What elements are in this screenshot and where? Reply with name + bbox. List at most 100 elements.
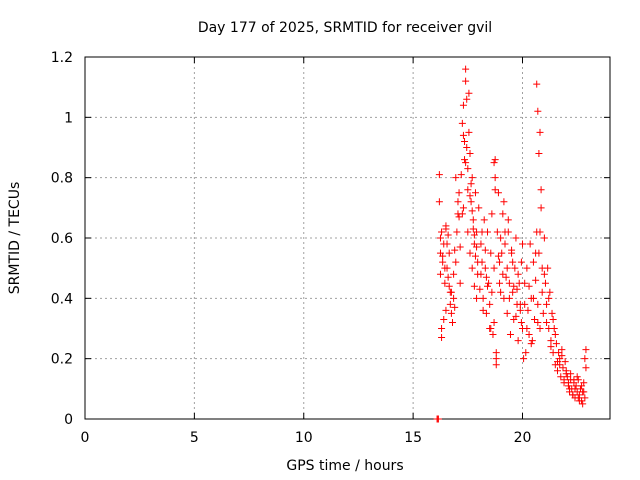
data-point [564,379,572,387]
data-point [563,373,571,381]
x-tick-label: 5 [190,430,199,446]
data-point [562,367,570,375]
data-point [534,300,542,308]
data-point [485,279,493,287]
data-point [439,252,447,260]
data-point [490,318,498,326]
data-point [442,225,450,233]
data-point [461,137,469,145]
data-point [450,294,458,302]
data-point [440,315,448,323]
data-point [465,89,473,97]
data-point [510,282,518,290]
data-point [493,228,501,236]
data-point [459,204,467,212]
data-point [491,156,499,164]
data-point [458,210,466,218]
y-tick-label: 0 [64,412,73,428]
data-point [546,288,554,296]
data-point [529,258,537,266]
data-point [494,189,502,197]
grid-lines [85,57,610,419]
data-point [520,355,528,363]
data-point [451,303,459,311]
data-point [481,264,489,272]
data-point [492,355,500,363]
data-point [454,198,462,206]
data-point [458,119,466,127]
data-point [556,361,564,369]
data-point [540,234,548,242]
data-point [486,300,494,308]
data-point [517,258,525,266]
data-point [539,309,547,317]
data-point [464,165,472,173]
data-point [449,318,456,326]
data-point [579,400,587,408]
data-point [471,189,479,197]
data-point [497,288,505,296]
data-point [492,349,500,357]
data-point [503,264,511,272]
data-point [461,156,469,164]
data-point [558,346,566,354]
y-tick-label: 0.6 [51,231,73,247]
data-point [441,264,449,272]
data-point [467,198,475,206]
data-point [470,231,478,239]
data-point [498,249,506,257]
data-point [524,306,532,314]
data-point [536,228,544,236]
data-point [480,216,488,224]
data-point [573,373,581,381]
data-point [469,216,477,224]
data-point [476,285,484,293]
data-point [446,300,454,308]
data-point [523,325,531,332]
data-point [511,264,519,272]
data-point [479,306,487,314]
data-point [527,340,535,348]
data-point [490,159,498,167]
data-point [459,131,467,139]
chart-title: Day 177 of 2025, SRMTID for receiver gvi… [198,20,492,36]
data-point [557,373,565,381]
data-point [532,276,540,284]
data-point [547,343,555,351]
data-point [502,273,510,281]
data-point [444,273,452,281]
data-point [525,282,533,290]
data-point [532,249,540,257]
data-point [471,252,479,260]
data-point [570,376,578,384]
data-point [499,270,507,278]
data-point [447,309,455,317]
x-tick-label: 10 [295,430,313,446]
data-point [543,300,551,308]
data-point [453,228,461,236]
data-point [514,337,522,345]
data-point [499,210,507,218]
data-point [444,231,452,239]
data-point [517,318,525,326]
data-point [566,385,574,393]
data-point [456,279,464,287]
data-point [489,331,497,339]
data-point [582,346,590,354]
data-point [455,189,463,197]
data-point [508,246,516,254]
data-point [538,288,546,296]
data-point [459,101,467,109]
data-point [435,171,443,179]
data-point [497,234,505,242]
data-point [536,325,544,332]
data-point [465,128,473,136]
data-point [574,394,582,402]
data-point [492,361,500,369]
data-point [554,367,561,375]
data-point [468,174,476,182]
data-point [500,198,508,206]
data-point [451,246,459,254]
y-tick-label: 0.8 [51,171,73,187]
data-point [436,270,444,278]
